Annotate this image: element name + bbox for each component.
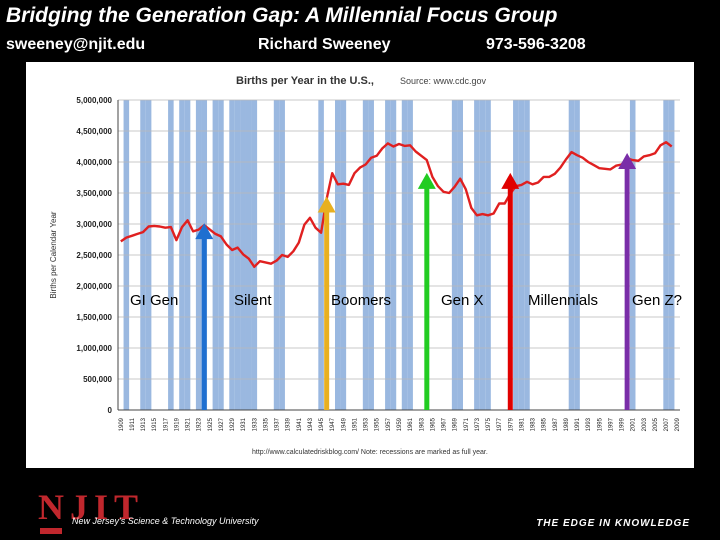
x-tick-label: 1917 [163,417,169,431]
njit-logo: NJIT [38,487,145,527]
x-tick-label: 1935 [263,417,269,431]
university-name: New Jersey's Science & Technology Univer… [72,516,259,526]
x-tick-label: 2005 [653,417,659,431]
x-tick-label: 2009 [675,417,681,431]
generation-arrow-head [195,223,214,240]
x-tick-label: 1975 [486,417,492,431]
y-tick-label: 3,500,000 [76,189,112,198]
chart-footnote: http://www.calculatedriskblog.com/ Note:… [252,449,488,456]
y-tick-label: 5,000,000 [76,96,112,105]
x-tick-label: 1965 [430,417,436,431]
generation-arrow-head [618,153,637,170]
x-tick-label: 1929 [230,417,236,431]
x-tick-label: 1959 [397,417,403,431]
chart-source: Source: www.cdc.gov [400,76,487,86]
x-tick-label: 2007 [664,417,670,431]
y-tick-label: 2,500,000 [76,251,112,260]
generation-label: Gen X [441,292,484,309]
x-tick-label: 1909 [119,417,125,431]
x-tick-label: 1983 [531,417,537,431]
generation-arrow-head [417,172,436,189]
births-chart: 0 500,000 1,000,000 1,500,000 2,000,000 2,500… [49,75,682,456]
x-tick-label: 1997 [608,417,614,431]
x-tick-label: 1919 [174,417,180,431]
y-tick-label: 1,000,000 [76,344,112,353]
x-tick-label: 1963 [419,417,425,431]
generation-arrow-head [501,172,520,189]
y-axis-label: Births per Calendar Year [49,211,58,299]
generation-label: Silent [234,292,272,309]
generation-arrow-head [317,196,336,213]
x-tick-label: 1955 [375,417,381,431]
x-tick-label: 1993 [586,417,592,431]
x-tick-label: 1911 [130,417,136,431]
y-tick-label: 0 [108,406,113,415]
x-tick-label: 1995 [597,417,603,431]
x-tick-label: 1981 [519,417,525,431]
x-tick-label: 1941 [297,417,303,431]
y-tick-label: 2,000,000 [76,282,112,291]
x-tick-label: 1985 [542,417,548,431]
x-tick-label: 2003 [642,417,648,431]
x-tick-label: 1989 [564,417,570,431]
slide-title: Bridging the Generation Gap: A Millennia… [6,4,558,27]
x-tick-label: 1943 [308,417,314,431]
logo-accent [40,528,62,534]
x-tick-label: 1927 [219,417,225,431]
chart-frame: 0 500,000 1,000,000 1,500,000 2,000,000 2,500… [26,62,694,468]
y-tick-label: 1,500,000 [76,313,112,322]
footer-bar: NJIT New Jersey's Science & Technology U… [0,478,720,540]
x-tick-label: 1969 [453,417,459,431]
x-tick-label: 1953 [364,417,370,431]
x-tick-label: 1923 [197,417,203,431]
x-tick-label: 1925 [208,417,214,431]
x-tick-label: 1971 [464,417,470,431]
y-tick-label: 4,000,000 [76,158,112,167]
x-tick-label: 1947 [330,417,336,431]
x-tick-label: 1933 [252,417,258,431]
x-tick-label: 1937 [275,417,281,431]
births-line [120,140,673,269]
contact-name: Richard Sweeney [258,36,391,53]
x-tick-label: 1949 [341,417,347,431]
x-tick-label: 1967 [442,417,448,431]
x-tick-label: 1991 [575,417,581,431]
x-tick-label: 1957 [386,417,392,431]
x-tick-label: 2001 [631,417,637,431]
x-tick-label: 1939 [286,417,292,431]
tagline: THE EDGE IN KNOWLEDGE [536,518,690,529]
x-tick-label: 1973 [475,417,481,431]
generation-label: GI Gen [130,292,178,309]
x-tick-label: 1913 [141,417,147,431]
contact-email: sweeney@njit.edu [6,36,146,53]
contact-phone: 973-596-3208 [486,36,586,53]
generation-label-genz: Gen Z? [632,292,682,309]
x-tick-label: 1979 [508,417,514,431]
x-tick-label: 1945 [319,417,325,431]
x-tick-label: 1931 [241,417,247,431]
generation-label: Millennials [528,292,598,309]
y-tick-label: 4,500,000 [76,127,112,136]
x-tick-label: 1961 [408,417,414,431]
x-tick-label: 1921 [186,417,192,431]
x-tick-label: 1977 [497,417,503,431]
generation-label: Boomers [331,292,391,309]
x-tick-label: 1999 [620,417,626,431]
x-tick-label: 1951 [352,417,358,431]
x-tick-label: 1987 [553,417,559,431]
y-tick-label: 3,000,000 [76,220,112,229]
chart-title: Births per Year in the U.S., [236,75,374,87]
x-tick-label: 1915 [152,417,158,431]
y-tick-label: 500,000 [83,375,112,384]
